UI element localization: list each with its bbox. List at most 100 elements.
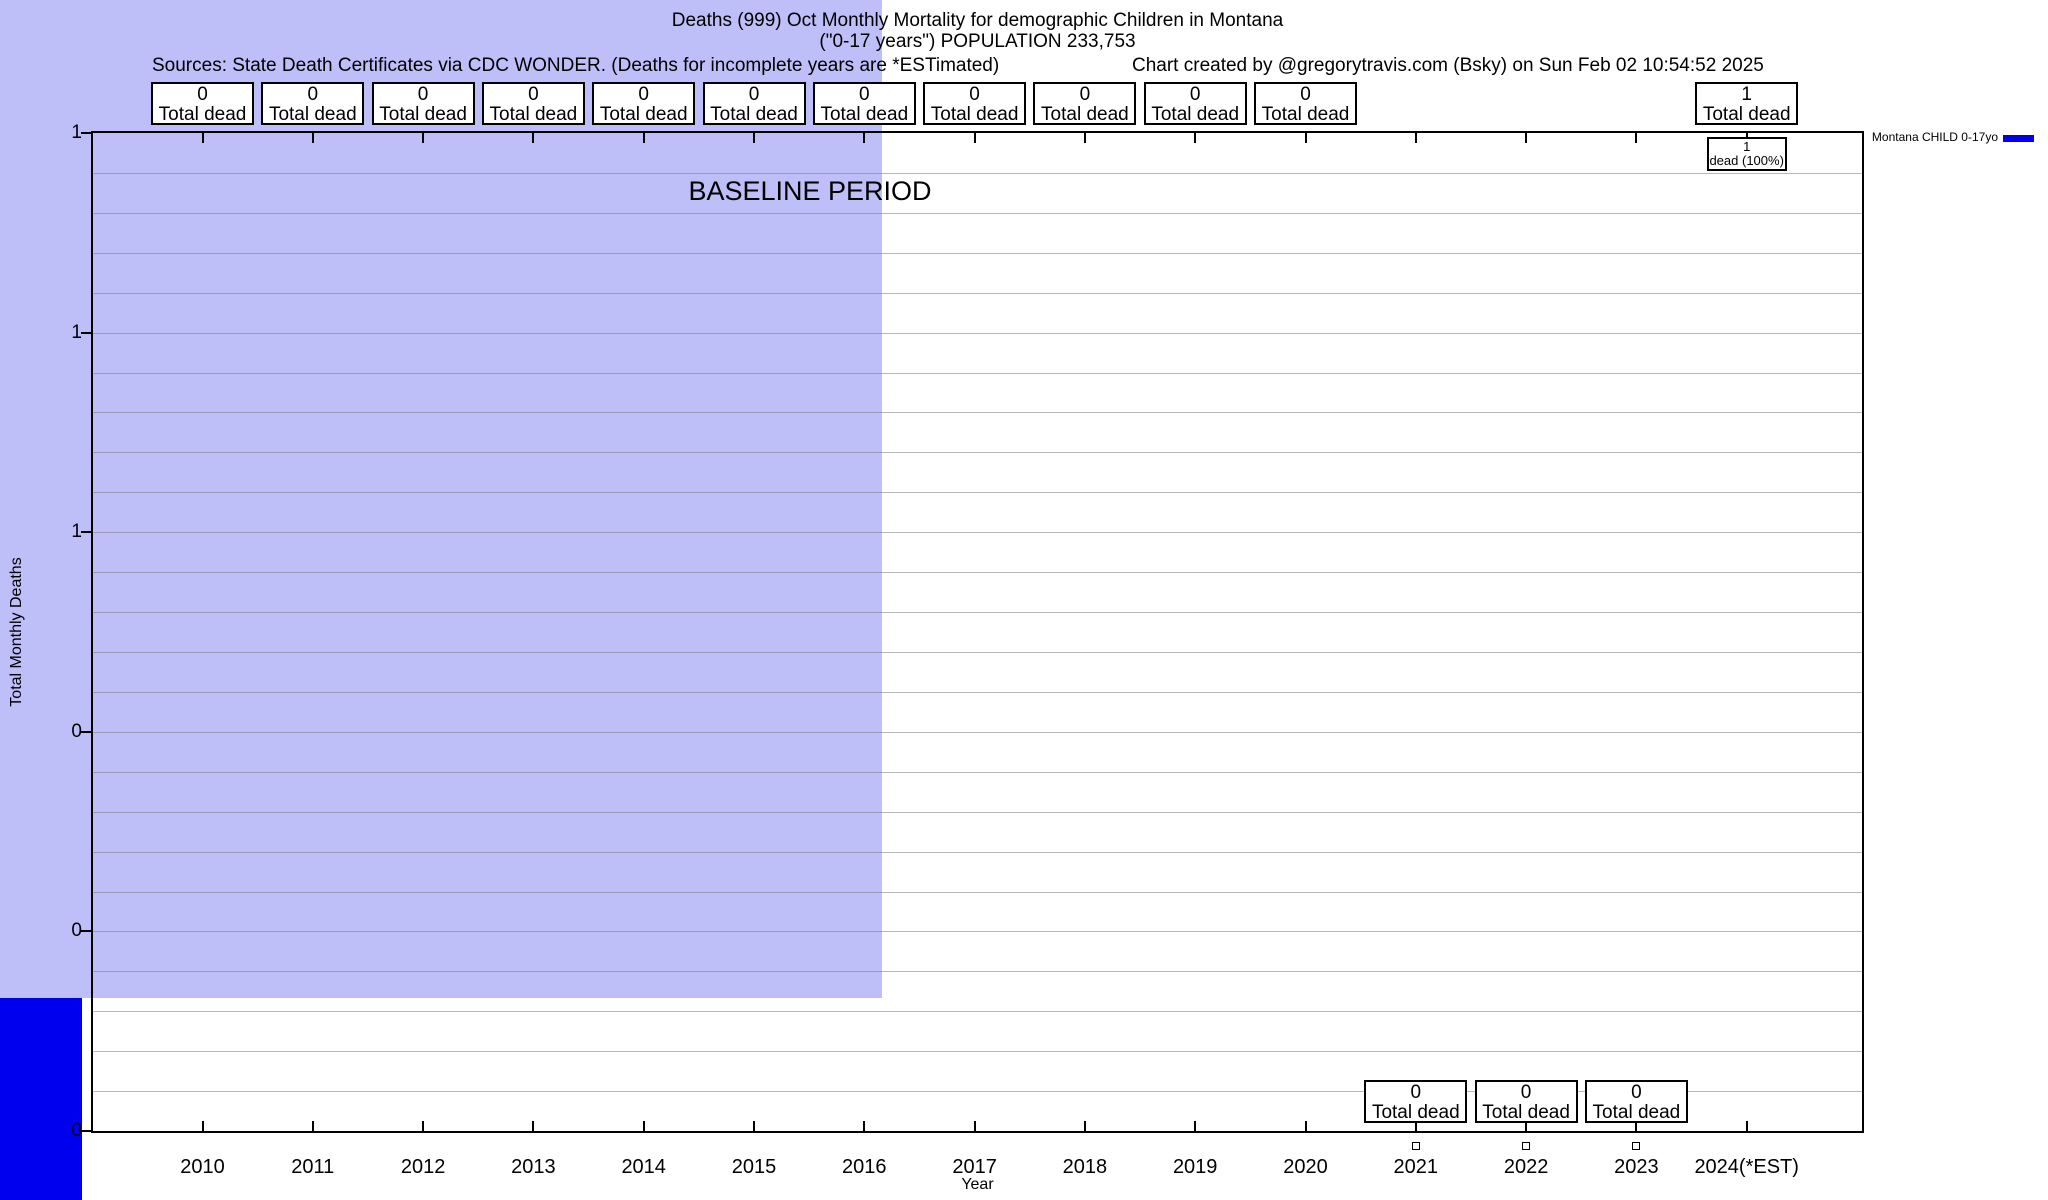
y-tick-mark <box>81 331 91 334</box>
x-tick-mark-bottom <box>973 1121 976 1131</box>
gridline <box>93 492 1862 494</box>
total-dead-box: 0 Total dead <box>702 82 806 125</box>
total-dead-box: 0 Total dead <box>371 82 475 125</box>
baseline-period-band <box>0 0 883 998</box>
total-dead-count: 0 <box>1189 84 1201 105</box>
gridline <box>93 1011 1862 1013</box>
gridline <box>93 452 1862 454</box>
plot-border-left <box>91 131 93 1133</box>
x-tick-label: 2024(*EST) <box>1694 1156 1799 1178</box>
x-tick-mark-top <box>753 133 755 143</box>
gridline <box>93 851 1862 853</box>
total-dead-box: 0 Total dead <box>151 82 254 125</box>
gridline <box>93 532 1862 534</box>
x-tick-mark-bottom <box>642 1121 645 1131</box>
x-tick-mark-top <box>1635 133 1638 143</box>
y-tick-mark <box>81 730 91 733</box>
baseline-period-label: BASELINE PERIOD <box>688 176 932 206</box>
x-tick-label: 2023 <box>1614 1156 1659 1178</box>
total-dead-count: 0 <box>1300 84 1311 105</box>
total-dead-box: 1 Total dead <box>1695 82 1799 125</box>
x-tick-label: 2017 <box>952 1156 997 1178</box>
total-dead-count: 0 <box>528 84 539 105</box>
gridline <box>93 811 1862 813</box>
box-stem <box>1525 1123 1528 1131</box>
x-axis-title: Year <box>961 1176 994 1193</box>
x-tick-mark-top <box>1525 133 1528 143</box>
x-tick-mark-bottom <box>863 1121 866 1131</box>
y-tick-label: 0 <box>71 720 82 742</box>
total-dead-count: 0 <box>969 84 980 105</box>
total-dead-count: 0 <box>638 84 649 105</box>
bar-value-percent: dead (100%) <box>1709 153 1784 168</box>
gridline <box>93 572 1862 574</box>
total-dead-count: 0 <box>1520 1082 1532 1103</box>
gridline <box>93 691 1862 693</box>
gridline <box>93 372 1862 374</box>
gridline <box>93 931 1862 933</box>
total-dead-count: 1 <box>1741 84 1752 105</box>
chart-title-line2: ("0-17 years") POPULATION 233,753 <box>819 31 1136 52</box>
total-dead-text: Total dead <box>489 104 578 125</box>
y-tick-label: 1 <box>71 521 82 543</box>
y-tick-label: 1 <box>71 122 82 143</box>
y-tick-label: 0 <box>71 1120 82 1141</box>
total-dead-box: 0 Total dead <box>592 82 696 125</box>
x-tick-mark-bottom <box>1304 1121 1307 1131</box>
x-tick-mark-bottom <box>1083 1121 1086 1131</box>
bar-value-label: 1 dead (100%) <box>1706 137 1787 171</box>
total-dead-text: Total dead <box>1702 104 1791 125</box>
x-tick-mark-top <box>1304 133 1307 143</box>
x-tick-label: 2012 <box>400 1156 446 1178</box>
legend-swatch <box>2003 135 2034 142</box>
total-dead-count: 0 <box>1631 1082 1642 1103</box>
total-dead-box: 0 Total dead <box>1474 1080 1578 1123</box>
total-dead-box: 0 Total dead <box>481 82 585 125</box>
x-tick-label: 2015 <box>731 1156 777 1178</box>
x-tick-mark-top <box>311 133 314 143</box>
x-tick-mark-bottom <box>753 1121 755 1131</box>
total-dead-text: Total dead <box>1261 104 1350 125</box>
x-tick-mark-bottom <box>532 1121 535 1131</box>
x-tick-label: 2010 <box>180 1156 225 1178</box>
x-tick-mark-top <box>973 133 976 143</box>
total-dead-text: Total dead <box>710 104 798 125</box>
gridline <box>93 212 1862 214</box>
y-tick-label: 1 <box>71 321 82 343</box>
total-dead-box: 0 Total dead <box>812 82 916 125</box>
plot-border-top <box>91 131 1864 133</box>
total-dead-count: 0 <box>1079 84 1091 105</box>
x-tick-label: 2011 <box>291 1156 335 1178</box>
total-dead-text: Total dead <box>268 104 357 125</box>
x-tick-mark-top <box>1083 133 1086 143</box>
total-dead-text: Total dead <box>1371 1102 1460 1123</box>
y-tick-mark <box>81 1130 91 1132</box>
x-tick-label: 2021 <box>1393 1156 1439 1178</box>
plot-border-bottom <box>91 1131 1864 1133</box>
total-dead-text: Total dead <box>1041 104 1129 125</box>
legend-label: Montana CHILD 0-17yo <box>1871 130 1998 144</box>
box-stem <box>1635 1123 1638 1131</box>
y-tick-label: 0 <box>71 920 82 942</box>
total-dead-count: 0 <box>748 84 760 105</box>
x-tick-label: 2018 <box>1062 1156 1108 1178</box>
x-tick-mark-top <box>1414 133 1417 143</box>
box-stem <box>1414 1123 1417 1131</box>
x-tick-mark-bottom <box>1194 1121 1197 1131</box>
total-dead-text: Total dead <box>158 104 247 125</box>
total-dead-text: Total dead <box>930 104 1019 125</box>
total-dead-count: 0 <box>417 84 429 105</box>
gridline <box>93 412 1862 414</box>
x-tick-mark-top <box>532 133 535 143</box>
x-tick-label: 2016 <box>842 1156 887 1178</box>
total-dead-count: 0 <box>307 84 319 105</box>
total-dead-box: 0 Total dead <box>1254 82 1357 125</box>
plot-border-right <box>1862 131 1864 1133</box>
total-dead-box: 0 Total dead <box>1143 82 1247 125</box>
zero-point-marker <box>1411 1142 1420 1150</box>
gridline <box>93 1091 1862 1093</box>
x-tick-label: 2022 <box>1503 1156 1549 1178</box>
credit-note: Chart created by @gregorytravis.com (Bsk… <box>1132 55 1764 76</box>
gridline <box>93 332 1862 334</box>
